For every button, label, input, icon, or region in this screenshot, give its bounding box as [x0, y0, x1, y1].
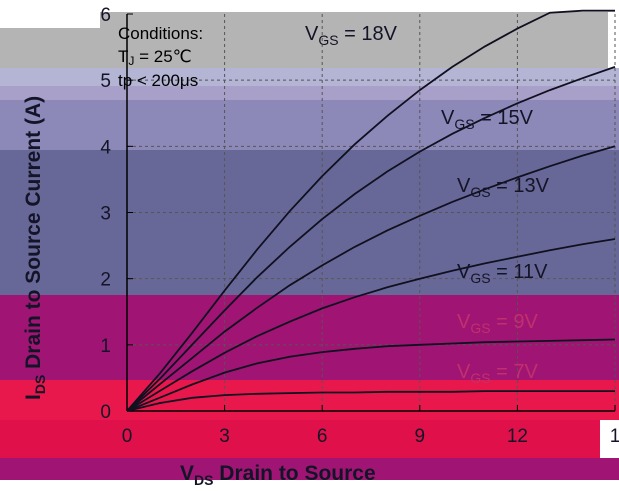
series-line — [126, 238, 616, 412]
series-label: VGS = 13V — [457, 175, 550, 200]
series-label-value: = 9V — [491, 311, 539, 333]
y-axis-label: IDS Drain to Source Current (A) — [22, 96, 48, 400]
temp-subscript: J — [128, 54, 134, 68]
bg-band — [0, 380, 619, 420]
bg-band — [0, 86, 619, 100]
series-label-value: = 18V — [339, 23, 398, 45]
y-axis-label-rest: Drain to Source Current (A) — [22, 96, 45, 375]
bg-band — [0, 100, 619, 150]
conditions-box: Conditions: TJ = 25℃ tp < 200μs — [118, 24, 203, 90]
series-line — [126, 145, 616, 412]
series-line — [126, 66, 616, 412]
bg-band — [0, 295, 619, 380]
series-label-symbol: V — [457, 175, 471, 197]
series-label-value: = 13V — [491, 175, 550, 197]
y-axis-label-sub: DS — [32, 375, 48, 394]
series-label-value: = 15V — [475, 107, 534, 129]
y-axis-label-main: I — [22, 394, 45, 400]
series-line — [126, 338, 616, 412]
series-label-value: = 11V — [491, 261, 549, 283]
series-label-subscript: GS — [470, 370, 490, 386]
y-tick-label: 3 — [100, 204, 111, 225]
x-tick-label: 0 — [122, 426, 133, 447]
series-label: VGS = 18V — [305, 23, 398, 48]
x-tick-label: 9 — [415, 426, 426, 447]
bg-band — [0, 150, 619, 295]
temp-symbol: T — [118, 47, 128, 66]
x-tick-label: 12 — [507, 426, 528, 447]
y-tick-label: 4 — [100, 137, 111, 158]
x-axis-label-rest: Drain to Source — [213, 462, 375, 485]
y-tick-label: 6 — [100, 5, 111, 26]
x-tick-label: 6 — [317, 426, 328, 447]
bg-band — [100, 12, 608, 68]
x-axis-label-sub: DS — [194, 472, 213, 488]
series-label-subscript: GS — [318, 32, 338, 48]
series-label-symbol: V — [457, 261, 471, 283]
bg-band — [0, 68, 619, 86]
series-label: VGS = 15V — [441, 107, 534, 132]
series-line — [126, 9, 615, 412]
series-label-subscript: GS — [454, 116, 474, 132]
series-label-subscript: GS — [470, 270, 490, 286]
series-label-symbol: V — [441, 107, 455, 129]
series-label-value: = 7V — [491, 361, 539, 383]
series-label: VGS = 9V — [457, 311, 538, 336]
series-label-symbol: V — [457, 311, 471, 333]
x-tick-label: 3 — [219, 426, 230, 447]
series-label-symbol: V — [305, 23, 319, 45]
x-tick-label: 1 — [610, 426, 619, 447]
conditions-temperature: TJ = 25℃ — [118, 47, 192, 68]
temp-value: = 25℃ — [134, 47, 191, 66]
x-axis-label: VDS Drain to Source — [180, 462, 376, 488]
series-label-subscript: GS — [470, 320, 490, 336]
series-label-subscript: GS — [470, 184, 490, 200]
y-tick-label: 2 — [100, 270, 111, 291]
series-label-symbol: V — [457, 361, 471, 383]
series-line — [126, 390, 615, 412]
y-tick-label: 5 — [100, 71, 111, 92]
y-tick-label: 1 — [100, 336, 111, 357]
series-label: VGS = 7V — [457, 361, 538, 386]
bg-band — [0, 28, 100, 68]
conditions-pulse: tp < 200μs — [118, 71, 198, 90]
bg-band — [0, 420, 600, 458]
bg-band — [0, 458, 619, 480]
conditions-title: Conditions: — [118, 24, 203, 43]
y-tick-label: 0 — [100, 402, 111, 423]
x-axis-label-main: V — [180, 462, 194, 485]
series-label: VGS = 11V — [457, 261, 548, 286]
